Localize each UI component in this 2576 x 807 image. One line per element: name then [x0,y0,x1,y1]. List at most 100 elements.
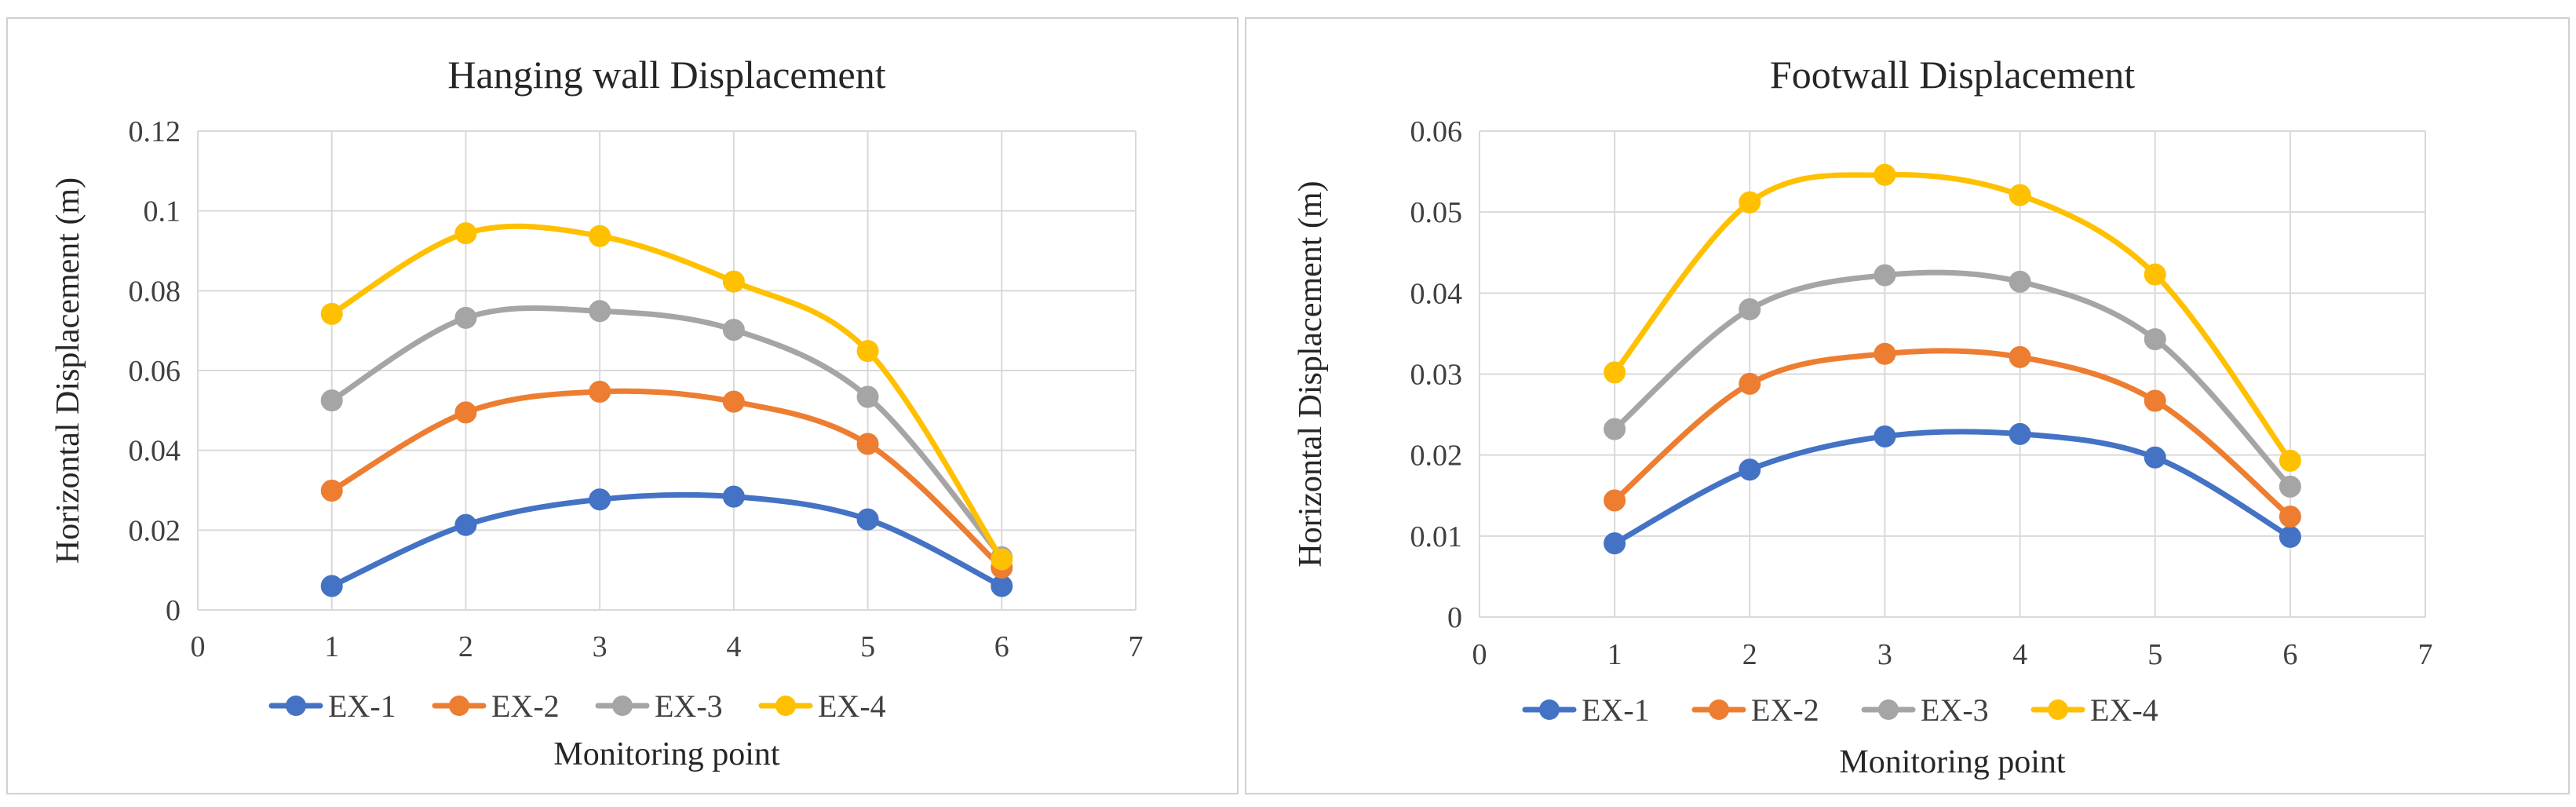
data-point-ex-3 [2279,475,2301,498]
x-tick-label: 2 [458,630,473,663]
data-point-ex-1 [991,575,1013,597]
y-tick-label: 0.03 [1410,359,1463,392]
legend-label-ex-4: EX-4 [2090,692,2158,728]
y-tick-label: 0.1 [144,195,181,228]
legend-marker-ex-4 [2048,699,2068,720]
data-point-ex-2 [2009,345,2031,368]
series-line-ex-4 [1611,171,2293,464]
x-tick-label: 7 [1129,630,1144,663]
data-point-ex-3 [2144,328,2166,351]
x-tick-label: 1 [324,630,339,663]
legend-marker-ex-2 [1709,699,1729,720]
x-axis-title: Monitoring point [553,736,780,772]
data-point-ex-4 [1604,361,1626,384]
data-point-ex-4 [589,225,611,247]
y-tick-label: 0.04 [1410,277,1463,310]
series-line-ex-1 [1611,429,2293,546]
legend-marker-ex-1 [1539,699,1560,720]
data-point-ex-4 [2279,449,2301,472]
series-line-ex-3 [1611,269,2293,490]
y-tick-label: 0 [166,594,181,627]
chart-title: Hanging wall Displacement [447,53,885,97]
legend-label-ex-1: EX-1 [328,688,396,724]
data-point-ex-1 [454,513,477,536]
y-axis-title: Horizontal Displacement (m) [50,177,86,564]
data-point-ex-1 [2144,446,2166,469]
y-tick-label: 0.02 [129,514,181,547]
data-point-ex-2 [1604,489,1626,512]
data-point-ex-2 [1739,372,1761,395]
data-point-ex-4 [1874,163,1896,186]
x-tick-label: 0 [191,630,206,663]
legend-marker-ex-2 [449,696,469,716]
data-point-ex-4 [722,270,745,293]
footwall-chart-panel: Footwall Displacement 0 0.01 0.02 0.03 0.04 0.… [1245,17,2570,794]
series-line-ex-4 [329,223,1005,562]
data-point-ex-2 [2144,389,2166,412]
data-point-ex-2 [320,480,343,502]
data-point-ex-3 [1739,298,1761,320]
legend-label-ex-4: EX-4 [818,688,886,724]
x-axis-title: Monitoring point [1839,744,2066,780]
x-tick-label: 5 [860,630,875,663]
data-point-ex-2 [589,380,611,403]
x-tick-label: 4 [726,630,741,663]
series-line-ex-2 [329,388,1005,571]
x-tick-label: 1 [1607,638,1622,671]
data-point-ex-3 [1874,264,1896,287]
x-tick-label: 2 [1742,638,1757,671]
data-point-ex-2 [454,401,477,424]
data-point-ex-4 [991,548,1013,571]
x-tick-label: 4 [2012,638,2027,671]
x-tick-label: 6 [994,630,1009,663]
data-point-ex-2 [2279,506,2301,528]
x-tick-label: 3 [1877,638,1892,671]
data-point-ex-1 [320,575,343,597]
data-point-ex-2 [722,390,745,413]
legend-label-ex-1: EX-1 [1582,692,1650,728]
hanging-wall-chart-panel: Hanging wall Displacement 0 0.02 0.04 0.06 0.… [6,17,1239,794]
legend-label-ex-3: EX-3 [655,688,723,724]
legend-marker-ex-4 [775,696,796,716]
data-point-ex-1 [856,508,879,531]
y-tick-label: 0.01 [1410,520,1463,553]
legend-marker-ex-3 [612,696,633,716]
series-line-ex-1 [329,491,1005,589]
x-tick-label: 6 [2282,638,2297,671]
footwall-chart: Footwall Displacement 0 0.01 0.02 0.03 0.04 0.… [1293,53,2433,780]
data-point-ex-3 [2009,270,2031,293]
data-point-ex-1 [2009,422,2031,445]
data-point-ex-1 [2279,525,2301,548]
data-point-ex-3 [1604,418,1626,440]
y-tick-label: 0.02 [1410,440,1463,473]
y-tick-label: 0.06 [1410,115,1463,148]
legend-label-ex-2: EX-2 [1751,692,1819,728]
legend-marker-ex-3 [1878,699,1899,720]
y-tick-label: 0.12 [129,115,181,148]
data-point-ex-3 [856,385,879,408]
y-tick-label: 0.04 [129,435,181,468]
data-point-ex-4 [454,222,477,245]
x-tick-label: 5 [2147,638,2162,671]
series-line-ex-3 [329,305,1005,561]
data-point-ex-2 [1874,342,1896,365]
legend-label-ex-3: EX-3 [1921,692,1989,728]
legend-label-ex-2: EX-2 [491,688,560,724]
data-point-ex-4 [2144,263,2166,286]
hanging-wall-chart: Hanging wall Displacement 0 0.02 0.04 0.06 0.… [50,53,1144,772]
y-tick-label: 0 [1447,601,1462,634]
chart-title: Footwall Displacement [1770,53,2135,97]
data-point-ex-1 [1739,458,1761,481]
y-tick-label: 0.08 [129,275,181,308]
data-point-ex-1 [722,485,745,508]
x-tick-label: 3 [593,630,608,663]
data-point-ex-3 [454,306,477,329]
x-tick-label: 0 [1472,638,1487,671]
data-point-ex-4 [1739,191,1761,214]
data-point-ex-1 [1874,425,1896,447]
series-line-ex-2 [1611,348,2293,520]
data-point-ex-4 [320,302,343,325]
y-tick-label: 0.05 [1410,196,1463,229]
legend-marker-ex-1 [286,696,306,716]
data-point-ex-3 [589,300,611,323]
